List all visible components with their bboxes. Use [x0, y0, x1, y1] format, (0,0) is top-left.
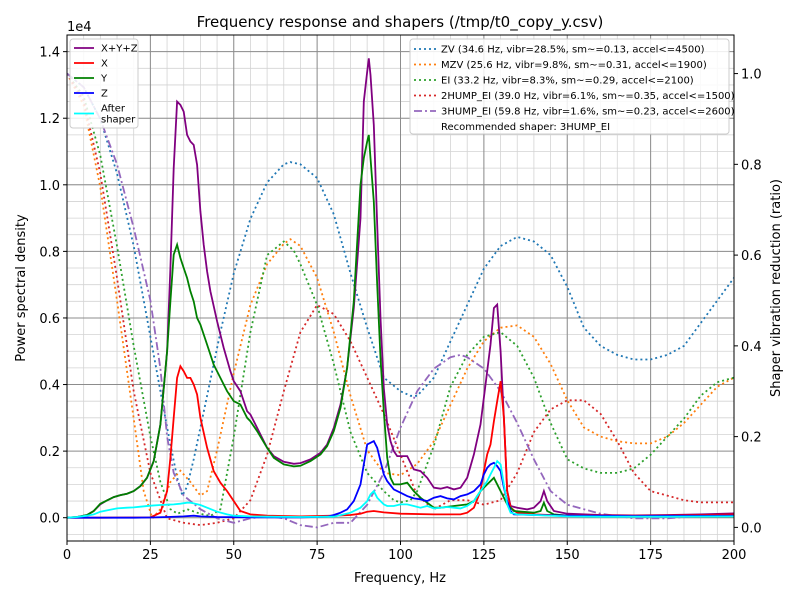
y-tick-label: 0.4 — [39, 379, 60, 394]
y-axis-right: 0.0 0.2 0.4 0.6 0.8 1.0 — [734, 68, 762, 536]
chart-title: Frequency response and shapers (/tmp/t0_… — [197, 13, 604, 32]
y-tick-label: 0.8 — [39, 245, 60, 260]
legend-label: MZV (25.6 Hz, vibr=9.8%, sm~=0.31, accel… — [441, 60, 707, 71]
legend-label: X — [101, 59, 108, 70]
y-tick-label: 1.2 — [39, 112, 60, 127]
legend-label: X+Y+Z — [101, 44, 138, 55]
x-tick-label: 25 — [142, 548, 159, 563]
x-tick-label: 100 — [388, 548, 413, 563]
legend-label: Y — [100, 74, 108, 85]
x-tick-label: 125 — [471, 548, 496, 563]
x-axis-label: Frequency, Hz — [354, 571, 446, 586]
y2-tick-label: 0.4 — [741, 340, 762, 355]
y2-tick-label: 0.2 — [741, 431, 762, 446]
legend-label: shaper — [101, 115, 136, 126]
y2-tick-label: 1.0 — [741, 68, 762, 83]
legend-label: 2HUMP_EI (39.0 Hz, vibr=6.1%, sm~=0.35, … — [441, 91, 735, 102]
grid — [66, 34, 735, 541]
y2-tick-label: 0.8 — [741, 158, 762, 173]
legend-label: EI (33.2 Hz, vibr=8.3%, sm~=0.29, accel<… — [441, 76, 694, 87]
psd-series-line — [67, 439, 734, 519]
y-offset-text: 1e4 — [67, 20, 92, 35]
y-axis-label-left: Power spectral density — [14, 214, 29, 362]
y-axis-label-right: Shaper vibration reduction (ratio) — [769, 179, 784, 397]
legend-recommended: Recommended shaper: 3HUMP_EI — [441, 122, 610, 133]
psd-series-line — [67, 364, 734, 519]
x-tick-label: 0 — [63, 548, 71, 563]
legend-label: 3HUMP_EI (59.8 Hz, vibr=1.6%, sm~=0.23, … — [441, 107, 735, 118]
y-tick-label: 1.0 — [39, 179, 60, 194]
legend-box — [69, 38, 139, 129]
x-tick-label: 175 — [638, 548, 663, 563]
y-tick-label: 0.2 — [39, 445, 60, 460]
x-tick-label: 200 — [722, 548, 747, 563]
shaper-series-line — [67, 72, 734, 529]
psd-curves — [67, 58, 734, 519]
y-axis-left: 0.0 0.2 0.4 0.6 0.8 1.0 1.2 1.4 — [39, 46, 67, 527]
y-tick-label: 0.0 — [39, 512, 60, 527]
legend-box — [409, 38, 730, 135]
shaper-series-line — [67, 73, 734, 517]
legend-label: Z — [101, 89, 108, 100]
y-tick-label: 1.4 — [39, 46, 60, 61]
x-axis: 0 25 50 75 100 125 150 175 200 — [63, 541, 747, 563]
y2-tick-label: 0.0 — [741, 521, 762, 536]
y2-tick-label: 0.6 — [741, 249, 762, 264]
x-tick-label: 150 — [555, 548, 580, 563]
legend-shapers: ZV (34.6 Hz, vibr=28.5%, sm~=0.13, accel… — [409, 38, 735, 135]
legend-label: After — [101, 104, 126, 115]
psd-series-line — [67, 459, 734, 519]
x-tick-label: 75 — [309, 548, 326, 563]
x-tick-label: 50 — [225, 548, 242, 563]
legend-label: ZV (34.6 Hz, vibr=28.5%, sm~=0.13, accel… — [441, 45, 705, 56]
y-tick-label: 0.6 — [39, 312, 60, 327]
shaper-series-line — [67, 72, 734, 499]
